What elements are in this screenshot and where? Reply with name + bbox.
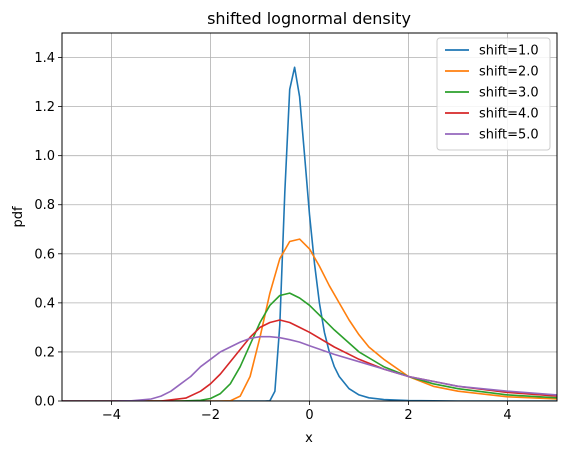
series-line-1 — [62, 66, 557, 401]
x-axis-label: x — [305, 431, 313, 446]
legend-label: shift=3.0 — [479, 86, 539, 101]
y-tick-label: 0.2 — [34, 345, 55, 360]
legend: shift=1.0 shift=2.0 shift=3.0 shift=4.0 shif… — [436, 37, 551, 151]
y-tick-label: 0.8 — [34, 198, 55, 213]
x-tick-label: −2 — [201, 408, 220, 423]
legend-box — [436, 37, 551, 151]
y-tick-label: 1.4 — [34, 51, 55, 66]
x-tick-label: 0 — [305, 408, 313, 423]
legend-label: shift=2.0 — [479, 65, 539, 80]
x-tick-label: 4 — [503, 408, 511, 423]
x-tick-label: 2 — [404, 408, 412, 423]
y-tick-label: 0.6 — [34, 247, 55, 262]
legend-label: shift=4.0 — [479, 107, 539, 122]
x-tick-label: −4 — [102, 408, 121, 423]
y-tick-label: 1.0 — [34, 149, 55, 164]
y-tick-label: 0.0 — [34, 395, 55, 410]
legend-label: shift=1.0 — [479, 44, 539, 59]
y-axis: 0.0 0.2 0.4 0.6 0.8 1.0 1.2 1.4 — [34, 51, 62, 410]
y-tick-label: 0.4 — [34, 296, 55, 311]
x-axis: −4 −2 0 2 4 — [102, 401, 512, 423]
legend-label: shift=5.0 — [479, 128, 539, 143]
series-line-5 — [62, 335, 557, 401]
chart-title: shifted lognormal density — [207, 9, 411, 28]
y-tick-label: 1.2 — [34, 100, 55, 115]
series-lines — [62, 66, 557, 401]
y-axis-label: pdf — [11, 206, 26, 228]
